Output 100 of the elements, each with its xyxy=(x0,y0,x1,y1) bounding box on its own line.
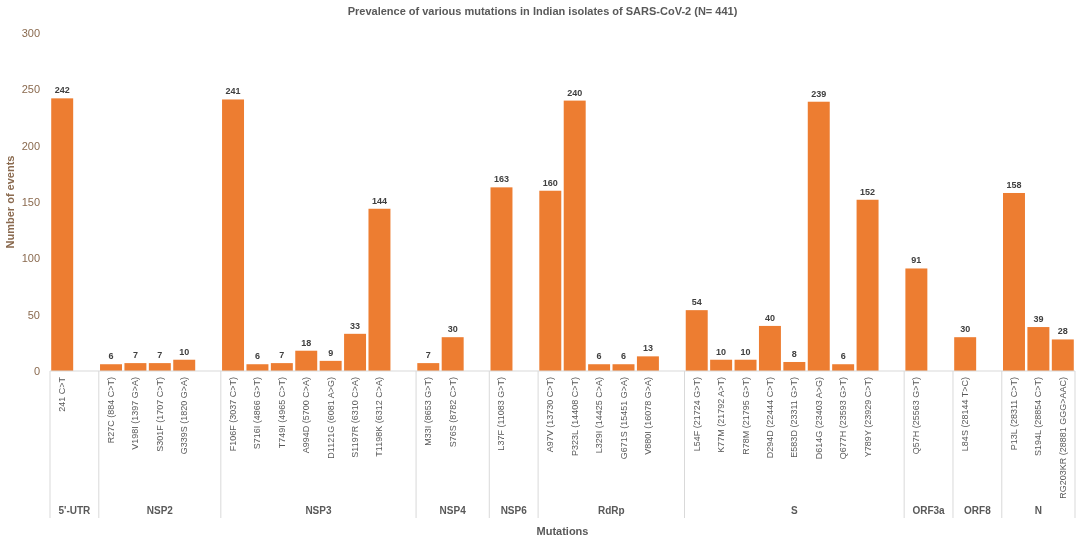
text: NSP3 xyxy=(305,505,332,516)
bar xyxy=(1051,339,1074,371)
x-tick-label: T1198K (6312 C>A) xyxy=(374,377,385,457)
bar xyxy=(490,187,513,371)
bar xyxy=(807,101,830,371)
x-tick-label: P13L (28311 C>T) xyxy=(1008,377,1019,451)
text: NSP4 xyxy=(439,505,467,516)
bar xyxy=(344,333,367,371)
data-label: 30 xyxy=(447,324,458,335)
y-tick-label: 200 xyxy=(21,139,40,152)
x-tick-label: L37F (11083 G>T) xyxy=(496,377,507,451)
x-tick-label: Q57H (25563 G>T) xyxy=(911,377,922,455)
x-tick-label: D294D (22444 C>T) xyxy=(764,377,775,459)
x-tick-label: A994D (5700 C>A) xyxy=(301,377,312,454)
data-label: 10 xyxy=(740,346,751,357)
x-tick-label: L54F (21724 G>T) xyxy=(691,377,702,452)
y-tick-label: 300 xyxy=(21,27,40,39)
data-label: 240 xyxy=(567,87,583,98)
data-label: 7 xyxy=(132,350,138,361)
x-tick-label: A97V (13730 C>T) xyxy=(545,377,556,453)
x-tick-label: V880I (16078 G>A) xyxy=(642,377,653,455)
chart-title: Prevalence of various mutations in Indian isolates of SARS-CoV-2 (N= 441) xyxy=(347,5,738,17)
data-label: 13 xyxy=(642,343,653,354)
text: 5'-UTR xyxy=(58,505,92,516)
bar xyxy=(954,337,977,371)
data-label: 28 xyxy=(1057,326,1068,337)
data-label: 10 xyxy=(716,346,727,357)
bar xyxy=(441,337,464,371)
text: ORF8 xyxy=(964,505,992,516)
x-tick-label: S194L (28854 C>T) xyxy=(1033,377,1044,456)
y-tick-label: 0 xyxy=(33,365,40,377)
bar xyxy=(758,325,781,371)
data-label: 6 xyxy=(596,351,602,362)
x-tick-label: R78M (21795 G>T) xyxy=(740,377,751,455)
text: NSP2 xyxy=(146,505,174,516)
data-label: 54 xyxy=(691,297,702,308)
x-axis-title: Mutations xyxy=(536,525,589,537)
y-tick-label: 50 xyxy=(27,308,40,321)
x-tick-label: Y789Y (23929 C>T) xyxy=(862,377,873,458)
data-label: 241 xyxy=(225,86,241,97)
x-tick-label: Q677H (23593 G>T) xyxy=(838,377,849,460)
data-label: 144 xyxy=(371,195,387,206)
data-label: 8 xyxy=(791,348,797,359)
x-tick-label: K77M (21792 A>T) xyxy=(716,377,727,453)
data-label: 152 xyxy=(860,186,876,197)
x-tick-label: L84S (28144 T>C) xyxy=(960,377,971,452)
bar xyxy=(222,99,245,371)
x-tick-label: S716I (4866 G>T) xyxy=(252,377,263,450)
text: RdRp xyxy=(597,505,625,516)
text: NSP6 xyxy=(500,505,528,516)
data-label: 239 xyxy=(811,88,827,99)
x-tick-label: V198I (1397 G>A) xyxy=(130,377,141,450)
bar xyxy=(685,310,708,371)
data-label: 10 xyxy=(179,346,190,357)
bar xyxy=(905,268,928,371)
x-tick-label: D1121G (6081 A>G) xyxy=(325,377,336,459)
data-label: 242 xyxy=(54,85,70,96)
bar xyxy=(295,350,318,371)
x-tick-label: R27C (884 C>T) xyxy=(106,377,117,444)
data-label: 18 xyxy=(301,337,312,348)
x-tick-label: S1197R (6310 C>A) xyxy=(350,377,361,458)
x-tick-label: 241 C>T xyxy=(57,376,68,412)
x-tick-label: T749I (4965 C>T) xyxy=(276,377,287,449)
x-tick-label: E583D (23311 G>T) xyxy=(789,377,800,458)
x-tick-label: G671S (15451 G>A) xyxy=(618,377,629,460)
data-label: 33 xyxy=(350,320,361,331)
bar xyxy=(563,100,586,371)
data-label: 6 xyxy=(840,351,846,362)
data-label: 9 xyxy=(328,347,334,358)
data-label: 6 xyxy=(108,351,114,362)
x-tick-label: G339S (1820 G>A) xyxy=(179,377,190,455)
y-tick-label: 250 xyxy=(21,83,40,96)
data-label: 40 xyxy=(764,312,775,323)
bar xyxy=(368,208,391,371)
data-label: 30 xyxy=(960,324,971,335)
bar xyxy=(856,199,879,371)
text: N xyxy=(1034,505,1043,516)
data-label: 7 xyxy=(279,350,285,361)
x-tick-label: S301F (1707 C>T) xyxy=(154,377,165,452)
bar xyxy=(1003,192,1025,371)
bar xyxy=(636,356,659,371)
y-axis-title: Number of events xyxy=(4,155,16,249)
data-label: 91 xyxy=(911,255,922,266)
x-tick-label: M33I (8653 G>T) xyxy=(423,377,434,446)
bar xyxy=(51,98,74,371)
data-label: 160 xyxy=(542,177,558,188)
text: ORF3a xyxy=(912,505,946,516)
x-tick-label: P323L (14408 C>T) xyxy=(569,377,580,456)
y-tick-label: 100 xyxy=(21,252,40,265)
bar xyxy=(539,190,562,371)
data-label: 6 xyxy=(621,351,627,362)
data-label: 7 xyxy=(157,350,163,361)
x-tick-label: L329I (14425 C>A) xyxy=(594,377,605,454)
data-label: 6 xyxy=(254,351,260,362)
data-label: 39 xyxy=(1033,314,1044,325)
data-label: 7 xyxy=(425,350,431,361)
x-tick-label: D614G (23403 A>G) xyxy=(813,377,824,460)
data-label: 163 xyxy=(493,174,509,185)
text: S xyxy=(791,505,799,516)
x-tick-label: S76S (8782 C>T) xyxy=(447,377,458,448)
